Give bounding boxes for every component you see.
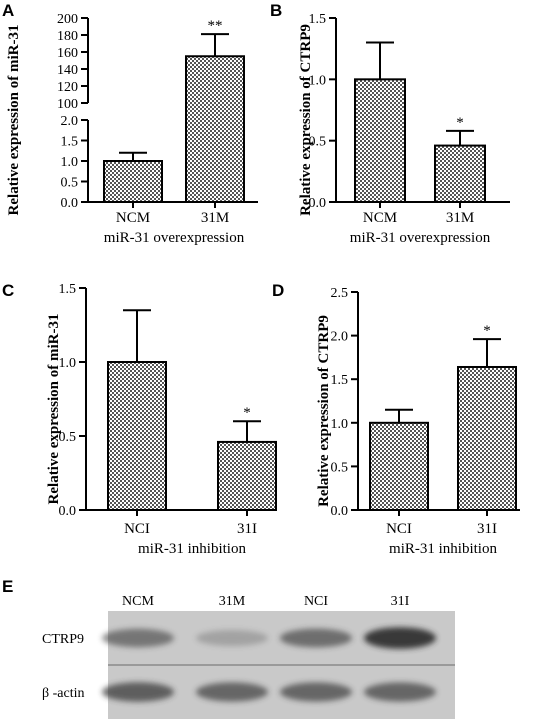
panel-letter: C	[2, 281, 14, 300]
lane-label: 31I	[391, 594, 410, 609]
chart-panel-C: C 0.0 0.5 1.0 1.5 NCI 31I * miR-31 inhibition Rel…	[2, 281, 277, 557]
y-tick-label: 1.0	[309, 73, 327, 88]
bar-NCM	[103, 160, 163, 203]
category-label: NCI	[124, 521, 150, 537]
y-tick-label: 2.5	[331, 286, 349, 301]
y-tick-label: 0.0	[331, 504, 349, 519]
bar-31M	[434, 144, 486, 203]
y-tick-label: 200	[57, 12, 78, 27]
y-axis-label: Relative expression of miR-31	[6, 25, 22, 216]
y-tick-label: 1.0	[61, 155, 79, 170]
blot-band	[196, 682, 268, 702]
x-axis-label: miR-31 inhibition	[389, 541, 497, 557]
y-tick-label: 0.5	[59, 430, 77, 445]
blot-band	[102, 682, 174, 702]
y-tick-label: 0.0	[61, 196, 79, 211]
category-label: 31M	[201, 210, 229, 226]
significance-marker: *	[483, 323, 491, 339]
x-axis-label: miR-31 overexpression	[104, 230, 245, 246]
y-tick-label: 140	[57, 63, 78, 78]
bar-NCI	[369, 421, 429, 511]
lane-label: NCM	[122, 594, 154, 609]
panel-letter: D	[272, 281, 284, 300]
y-tick-label: 1.5	[61, 135, 79, 150]
significance-marker: *	[456, 115, 464, 131]
blot-band	[364, 627, 436, 649]
category-label: 31I	[477, 521, 497, 537]
y-tick-label: 0.5	[61, 176, 79, 191]
blot-row-label: β -actin	[42, 686, 85, 701]
lane-label: NCI	[304, 594, 328, 609]
blot-band	[196, 630, 268, 646]
panel-letter: B	[270, 1, 282, 20]
y-tick-label: 0.5	[309, 135, 327, 150]
bar-NCI	[107, 361, 167, 511]
y-tick-label: 100	[57, 97, 78, 112]
y-tick-label: 0.0	[59, 504, 77, 519]
y-tick-label: 120	[57, 80, 78, 95]
y-axis-label: Relative expression of CTRP9	[316, 315, 332, 507]
category-label: 31M	[446, 210, 474, 226]
chart-panel-B: B 0.0 0.5 1.0 1.5 NCM 31M * miR-31 overexpressio…	[270, 1, 510, 246]
y-tick-label: 2.0	[61, 114, 79, 129]
panel-letter: A	[2, 1, 14, 20]
bar-NCM	[354, 78, 406, 203]
category-label: NCI	[386, 521, 412, 537]
category-label: 31I	[237, 521, 257, 537]
y-tick-label: 1.0	[331, 417, 349, 432]
bar-31I	[217, 440, 277, 512]
blot-band	[280, 682, 352, 702]
y-tick-label: 1.5	[331, 373, 349, 388]
x-axis-label: miR-31 inhibition	[138, 541, 246, 557]
y-tick-label: 2.0	[331, 330, 349, 345]
y-tick-label: 1.5	[309, 12, 327, 27]
category-label: NCM	[116, 210, 150, 226]
category-label: NCM	[363, 210, 397, 226]
x-axis-label: miR-31 overexpression	[350, 230, 491, 246]
y-tick-label: 0.0	[309, 196, 327, 211]
y-tick-label: 0.5	[331, 460, 349, 475]
bar-31M	[185, 55, 245, 203]
chart-panel-A: A 0.0 0.5 1.0 1.5 2.0 100 120 140 160 180 200 NCM 31M…	[2, 1, 258, 246]
y-axis-label: Relative expression of CTRP9	[298, 24, 314, 216]
y-tick-label: 1.0	[59, 356, 77, 371]
blot-band	[102, 628, 174, 648]
y-tick-label: 1.5	[59, 282, 77, 297]
significance-marker: *	[243, 405, 251, 421]
blot-row-label: CTRP9	[42, 632, 84, 647]
chart-panel-D: D 0.0 0.5 1.0 1.5 2.0 2.5 NCI 31I * miR-31 inhibit…	[272, 281, 520, 557]
bar-31I	[457, 365, 517, 511]
significance-marker: **	[208, 18, 223, 34]
y-axis-label: Relative expression of miR-31	[46, 314, 62, 505]
blot-band	[364, 682, 436, 702]
blot-panel-E: E NCM 31M NCI 31I CTRP9 β -actin	[2, 577, 455, 719]
panel-letter: E	[2, 577, 13, 596]
blot-band	[280, 628, 352, 648]
y-tick-label: 180	[57, 29, 78, 44]
lane-label: 31M	[219, 594, 246, 609]
y-tick-label: 160	[57, 46, 78, 61]
